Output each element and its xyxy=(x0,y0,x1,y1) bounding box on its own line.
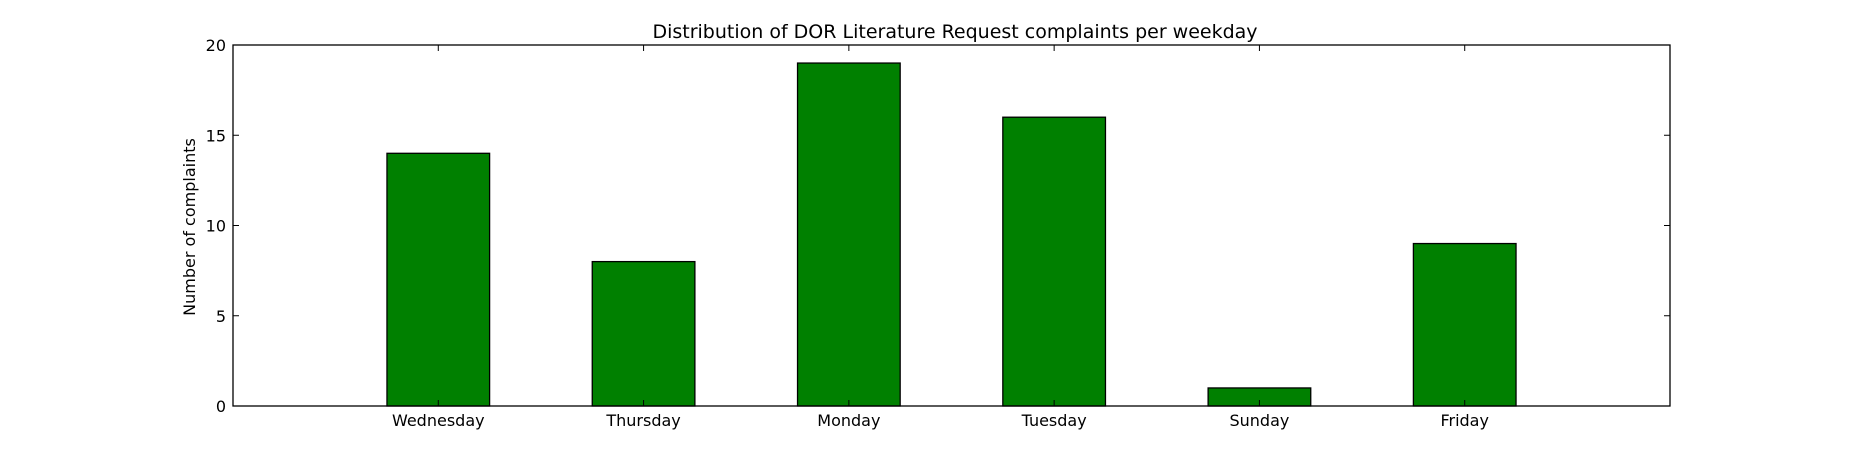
ticks-layer: Wednesday Thursday Monday Tuesday Sunday Frid… xyxy=(206,36,1670,430)
bar-tuesday xyxy=(1002,116,1107,407)
bar-monday xyxy=(796,62,901,407)
x-tick-label: Thursday xyxy=(605,411,680,430)
plot-frame xyxy=(232,44,1671,407)
bar-thursday xyxy=(591,260,696,407)
y-tick-label: 15 xyxy=(206,126,226,145)
chart-title: Distribution of DOR Literature Request c… xyxy=(652,21,1257,43)
y-tick-label: 20 xyxy=(206,36,226,55)
x-tick-label: Sunday xyxy=(1229,411,1289,430)
bar-wednesday xyxy=(386,152,491,407)
y-tick-label: 0 xyxy=(216,397,226,416)
y-tick-label: 10 xyxy=(206,217,226,236)
y-axis-label: Number of complaints xyxy=(180,138,199,316)
x-tick-label: Friday xyxy=(1440,411,1489,430)
x-tick-label: Wednesday xyxy=(392,411,485,430)
bar-friday xyxy=(1412,242,1517,407)
bars-layer xyxy=(386,62,1517,407)
y-tick-label: 5 xyxy=(216,307,226,326)
x-tick-label: Monday xyxy=(817,411,880,430)
x-tick-label: Tuesday xyxy=(1021,411,1087,430)
